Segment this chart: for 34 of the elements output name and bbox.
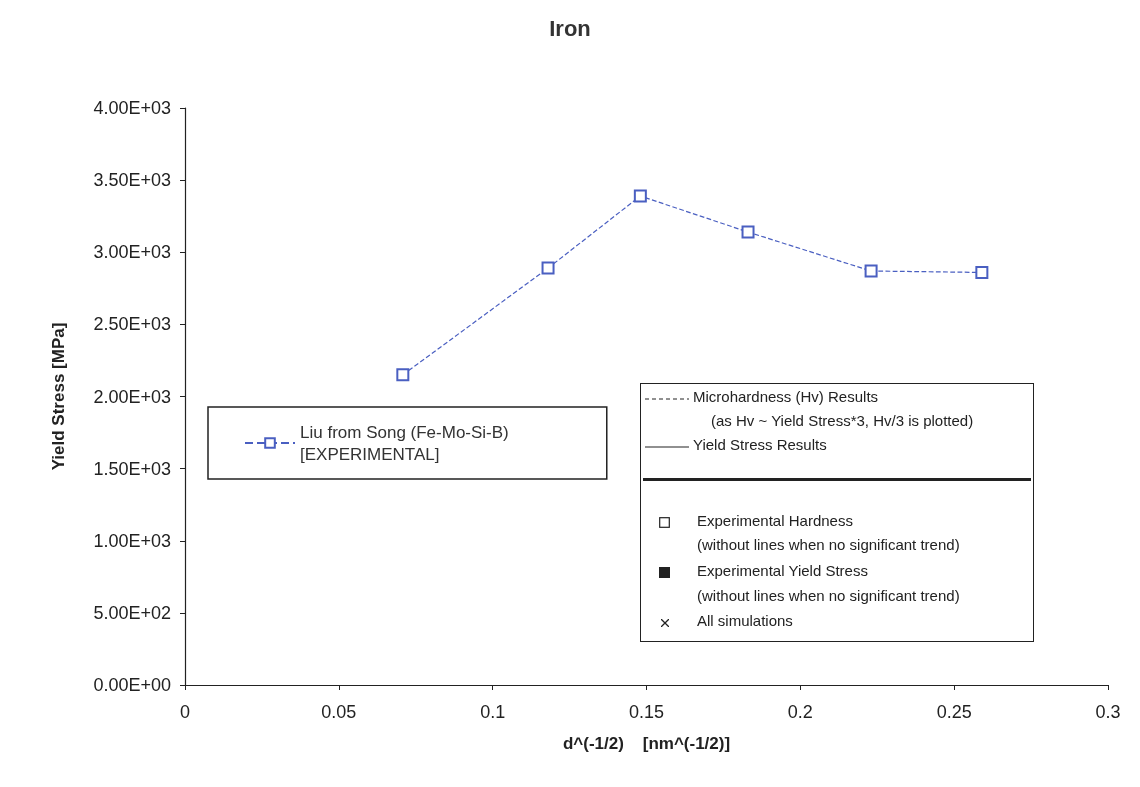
x-axis-title: d^(-1/2) [nm^(-1/2)]	[562, 734, 731, 753]
annotation: Microhardness (Hv) Results	[693, 388, 879, 405]
x-tick-label: 0.05	[321, 702, 357, 722]
point	[975, 265, 989, 279]
point	[396, 368, 410, 382]
legend-label: Liu from Song (Fe-Mo-Si-B) [EXPERIMENTAL]	[300, 422, 509, 464]
y-tick-label: 5.00E+02	[93, 602, 171, 623]
annotation: Experimental Yield Stress	[697, 562, 868, 579]
y-tick-label: 1.50E+03	[93, 458, 171, 479]
x-tick-label: 0.15	[628, 702, 665, 722]
point	[633, 189, 647, 203]
y-tick-label: 2.50E+03	[93, 314, 171, 335]
annotation: (without lines when no significant trend)	[697, 587, 960, 604]
x-tick-label: 0.25	[936, 702, 972, 722]
point	[741, 225, 755, 239]
y-tick-label: 1.00E+03	[93, 530, 171, 551]
y-tick-label: 0.00E+00	[93, 675, 171, 695]
y-tick-label: 3.50E+03	[93, 170, 171, 191]
x-tick-label: 0	[179, 702, 191, 722]
annotation: All simulations	[697, 612, 793, 629]
x-tick-label: 0.2	[787, 702, 813, 722]
chart-title: Iron	[549, 15, 591, 41]
annotation: (without lines when no significant trend)	[697, 536, 960, 553]
x-tick-label: 0.1	[480, 702, 506, 722]
y-tick-label: 3.00E+03	[93, 242, 171, 263]
annotation: Yield Stress Results	[693, 436, 827, 453]
annotation: (as Hv ~ Yield Stress*3, Hv/3 is plotted)	[711, 412, 974, 429]
y-tick-label: 2.00E+03	[93, 386, 171, 407]
point	[541, 261, 555, 275]
y-axis-title: Yield Stress [MPa]	[49, 322, 68, 471]
x-tick-label: 0.3	[1095, 702, 1121, 722]
point	[864, 264, 878, 278]
y-tick-label: 4.00E+03	[93, 98, 171, 118]
annotation: Experimental Hardness	[697, 512, 853, 529]
